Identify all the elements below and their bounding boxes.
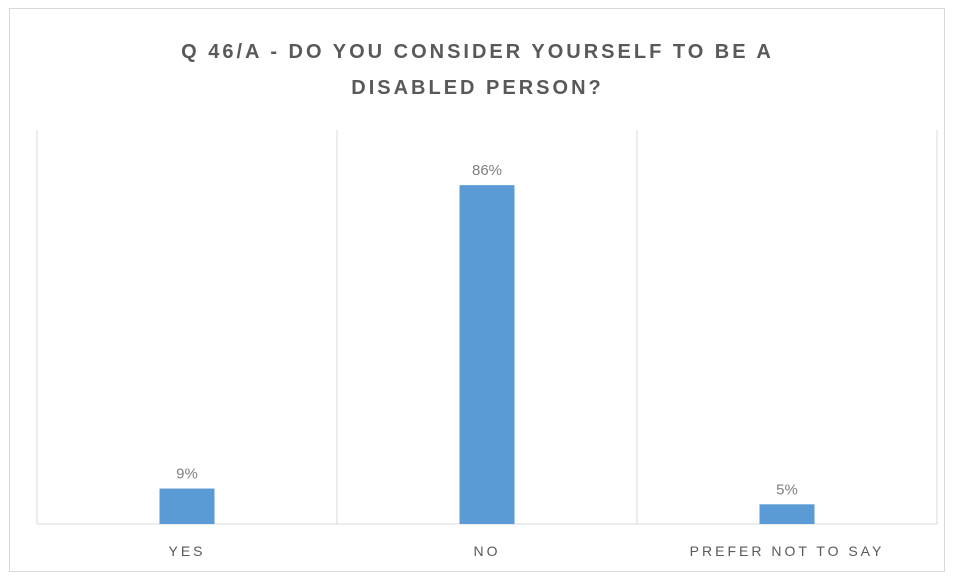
x-tick-label: PREFER NOT TO SAY <box>690 543 885 559</box>
chart-title-line-1: Q 46/A - DO YOU CONSIDER YOURSELF TO BE … <box>181 41 774 63</box>
data-label: 9% <box>176 466 198 483</box>
x-tick-label: YES <box>168 543 205 559</box>
bar <box>159 488 215 524</box>
chart-title: Q 46/A - DO YOU CONSIDER YOURSELF TO BE … <box>0 34 955 106</box>
bar <box>759 504 815 524</box>
bar <box>459 185 515 524</box>
chart-title-line-2: DISABLED PERSON? <box>351 77 604 99</box>
data-label: 86% <box>472 162 502 179</box>
x-tick-label: NO <box>474 543 501 559</box>
data-label: 5% <box>776 481 798 498</box>
